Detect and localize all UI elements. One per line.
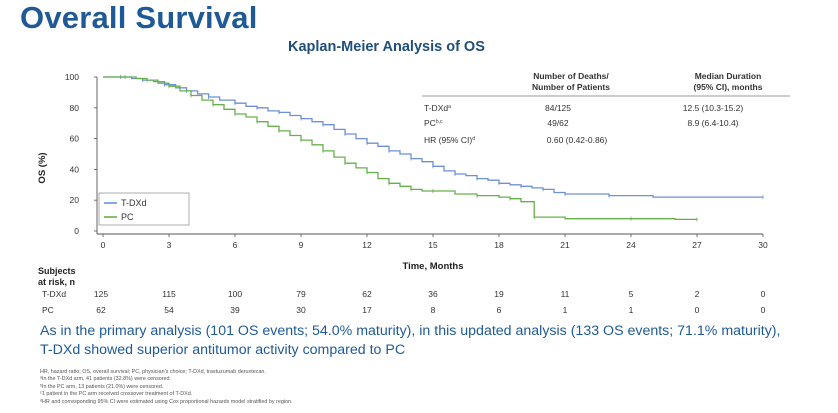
x-tick-label: 18 <box>494 240 504 250</box>
y-tick-label: 100 <box>65 72 79 82</box>
x-tick-label: 30 <box>758 240 768 250</box>
risk-cell: 11 <box>561 289 570 299</box>
y-tick-label: 60 <box>70 134 80 144</box>
footnote: ᵃIn the T-DXd arm, 41 patients (32.8%) w… <box>40 376 172 383</box>
risk-cell: 30 <box>296 305 306 315</box>
summary-table: Number of Deaths/ Number of Patients Med… <box>422 71 790 145</box>
km-curve-pc <box>103 76 697 221</box>
risk-cell: 100 <box>228 289 242 299</box>
x-tick-label: 0 <box>101 240 106 250</box>
y-tick-label: 20 <box>70 195 80 205</box>
table-col2-header: Median Duration <box>695 71 762 81</box>
x-tick-label: 21 <box>560 240 570 250</box>
risk-cell: 62 <box>362 289 372 299</box>
y-tick-label: 0 <box>74 226 79 236</box>
risk-cell: 5 <box>629 289 634 299</box>
risk-cell: 54 <box>164 305 174 315</box>
x-tick-label: 12 <box>362 240 372 250</box>
summary-line-1: As in the primary analysis (101 OS event… <box>40 323 781 339</box>
risk-table: T-DXd 125 115 100 79 62 36 19 11 5 2 0PC 62 54 39 30 17 8… <box>42 289 766 315</box>
x-tick-label: 24 <box>626 240 636 250</box>
x-tick-label: 3 <box>167 240 172 250</box>
risk-row-label: PC <box>42 305 54 315</box>
risk-cell: 125 <box>94 289 108 299</box>
table-col1-header-2: Number of Patients <box>532 82 610 92</box>
risk-header-line2: at risk, n <box>38 277 76 287</box>
table-cell-median: 12.5 (10.3-15.2) <box>683 103 744 113</box>
y-tick-label: 80 <box>70 103 80 113</box>
risk-cell: 8 <box>431 305 436 315</box>
footnote: ᵈHR and corresponding 95% CI were estima… <box>40 398 293 405</box>
x-tick-label: 27 <box>692 240 702 250</box>
y-tick-label: 40 <box>70 164 80 174</box>
risk-cell: 1 <box>629 305 634 315</box>
x-tick-label: 6 <box>233 240 238 250</box>
y-axis-label: OS (%) <box>37 152 48 183</box>
slide-title: Overall Survival <box>20 0 258 35</box>
table-hr-label: HR (95% CI)d <box>424 135 475 145</box>
risk-cell: 0 <box>761 305 766 315</box>
legend-label-tdxd: T-DXd <box>121 198 147 208</box>
risk-cell: 2 <box>695 289 700 299</box>
risk-cell: 1 <box>563 305 568 315</box>
risk-cell: 19 <box>494 289 504 299</box>
risk-cell: 0 <box>695 305 700 315</box>
risk-cell: 115 <box>162 289 176 299</box>
risk-cell: 39 <box>230 305 240 315</box>
risk-cell: 79 <box>296 289 306 299</box>
footnotes: HR, hazard ratio; OS, overall survival; … <box>40 369 293 406</box>
x-tick-label: 15 <box>428 240 438 250</box>
chart-title: Kaplan-Meier Analysis of OS <box>288 39 485 55</box>
risk-row-label: T-DXd <box>42 289 66 299</box>
risk-header-line1: Subjects <box>38 266 76 276</box>
table-row-label: PCb,c <box>424 118 443 128</box>
footnote: ᶜ1 patient in the PC arm received crosso… <box>40 391 193 398</box>
footnote: ᵇIn the PC arm, 13 patients (21.0%) were… <box>40 383 164 390</box>
risk-cell: 62 <box>96 305 106 315</box>
risk-cell: 36 <box>428 289 438 299</box>
risk-cell: 6 <box>497 305 502 315</box>
table-col1-header: Number of Deaths/ <box>533 71 609 81</box>
table-cell-deaths: 84/125 <box>545 103 571 113</box>
summary-line-2: T-DXd showed superior antitumor activity… <box>40 342 406 358</box>
chart-legend: T-DXd PC <box>98 192 190 226</box>
risk-cell: 0 <box>761 289 766 299</box>
table-cell-deaths: 49/62 <box>547 118 569 128</box>
table-row-label: T-DXda <box>424 103 451 113</box>
table-cell-median: 8.9 (6.4-10.4) <box>687 118 738 128</box>
risk-cell: 17 <box>362 305 372 315</box>
x-axis-label: Time, Months <box>402 261 463 272</box>
risk-table-header: Subjects at risk, n <box>38 266 76 288</box>
footnote: HR, hazard ratio; OS, overall survival; … <box>40 369 266 375</box>
x-tick-label: 9 <box>299 240 304 250</box>
table-hr-value: 0.60 (0.42-0.86) <box>547 135 608 145</box>
legend-label-pc: PC <box>121 212 134 222</box>
table-col2-header-2: (95% CI), months <box>694 82 763 92</box>
summary-text: As in the primary analysis (101 OS event… <box>40 322 838 360</box>
